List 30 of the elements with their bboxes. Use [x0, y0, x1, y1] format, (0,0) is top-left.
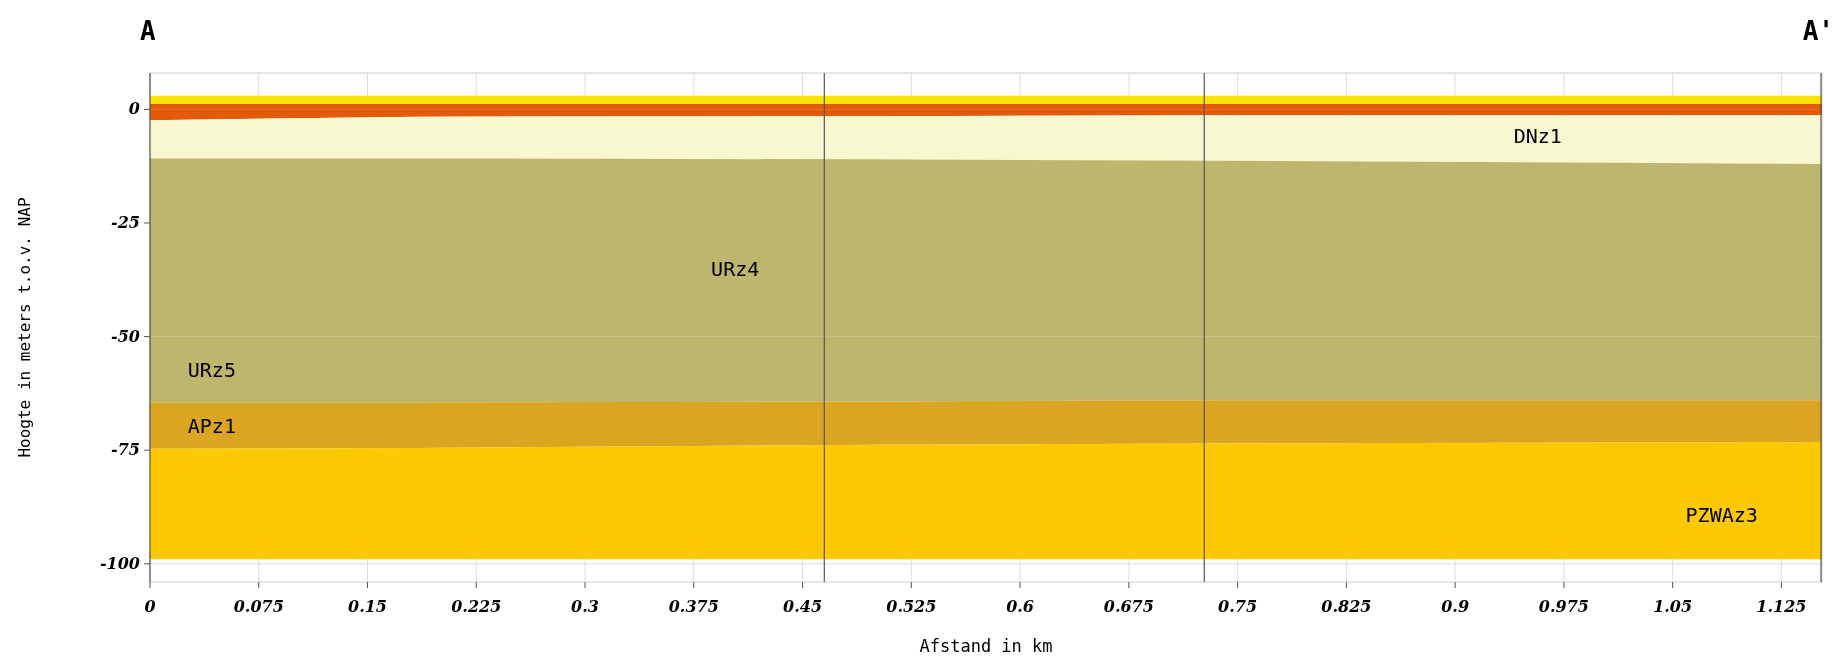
- x-tick-label: 0.375: [668, 597, 719, 616]
- x-tick-label: 0.225: [451, 597, 502, 616]
- x-tick-label: 0: [144, 597, 156, 616]
- x-tick-label: 0.075: [233, 597, 284, 616]
- x-tick-label: 0.975: [1538, 597, 1589, 616]
- x-tick-label: 0.3: [571, 597, 599, 616]
- y-tick-label: -25: [111, 212, 140, 232]
- x-axis-title: Afstand in km: [919, 636, 1053, 656]
- x-tick-label: 1.05: [1653, 597, 1693, 616]
- x-tick-label: 0.45: [783, 597, 823, 616]
- series-label: URz5: [187, 357, 236, 382]
- x-tick-label: 0.9: [1441, 597, 1470, 616]
- series-label: PZWAz3: [1685, 503, 1758, 528]
- y-tick-label: -50: [111, 326, 140, 346]
- y-axis-title: Hoogte in meters t.o.v. NAP: [15, 197, 34, 458]
- text: A': [1802, 16, 1834, 46]
- x-tick-label: 0.6: [1006, 597, 1034, 616]
- x-tick-label: 0.825: [1321, 597, 1372, 616]
- series-label: DNz1: [1513, 123, 1562, 148]
- series-label: APz1: [187, 413, 236, 438]
- x-tick-label: 0.75: [1218, 597, 1258, 616]
- series-label: URz4: [711, 256, 760, 281]
- x-tick-label: 1.125: [1756, 597, 1807, 616]
- y-tick-label: -75: [111, 440, 140, 460]
- x-tick-label: 0.525: [886, 597, 937, 616]
- text: A: [140, 16, 156, 46]
- x-tick-label: 0.675: [1103, 597, 1154, 616]
- x-tick-label: 0.15: [348, 597, 387, 616]
- y-tick-label: 0: [128, 99, 140, 119]
- y-tick-label: -100: [99, 553, 140, 573]
